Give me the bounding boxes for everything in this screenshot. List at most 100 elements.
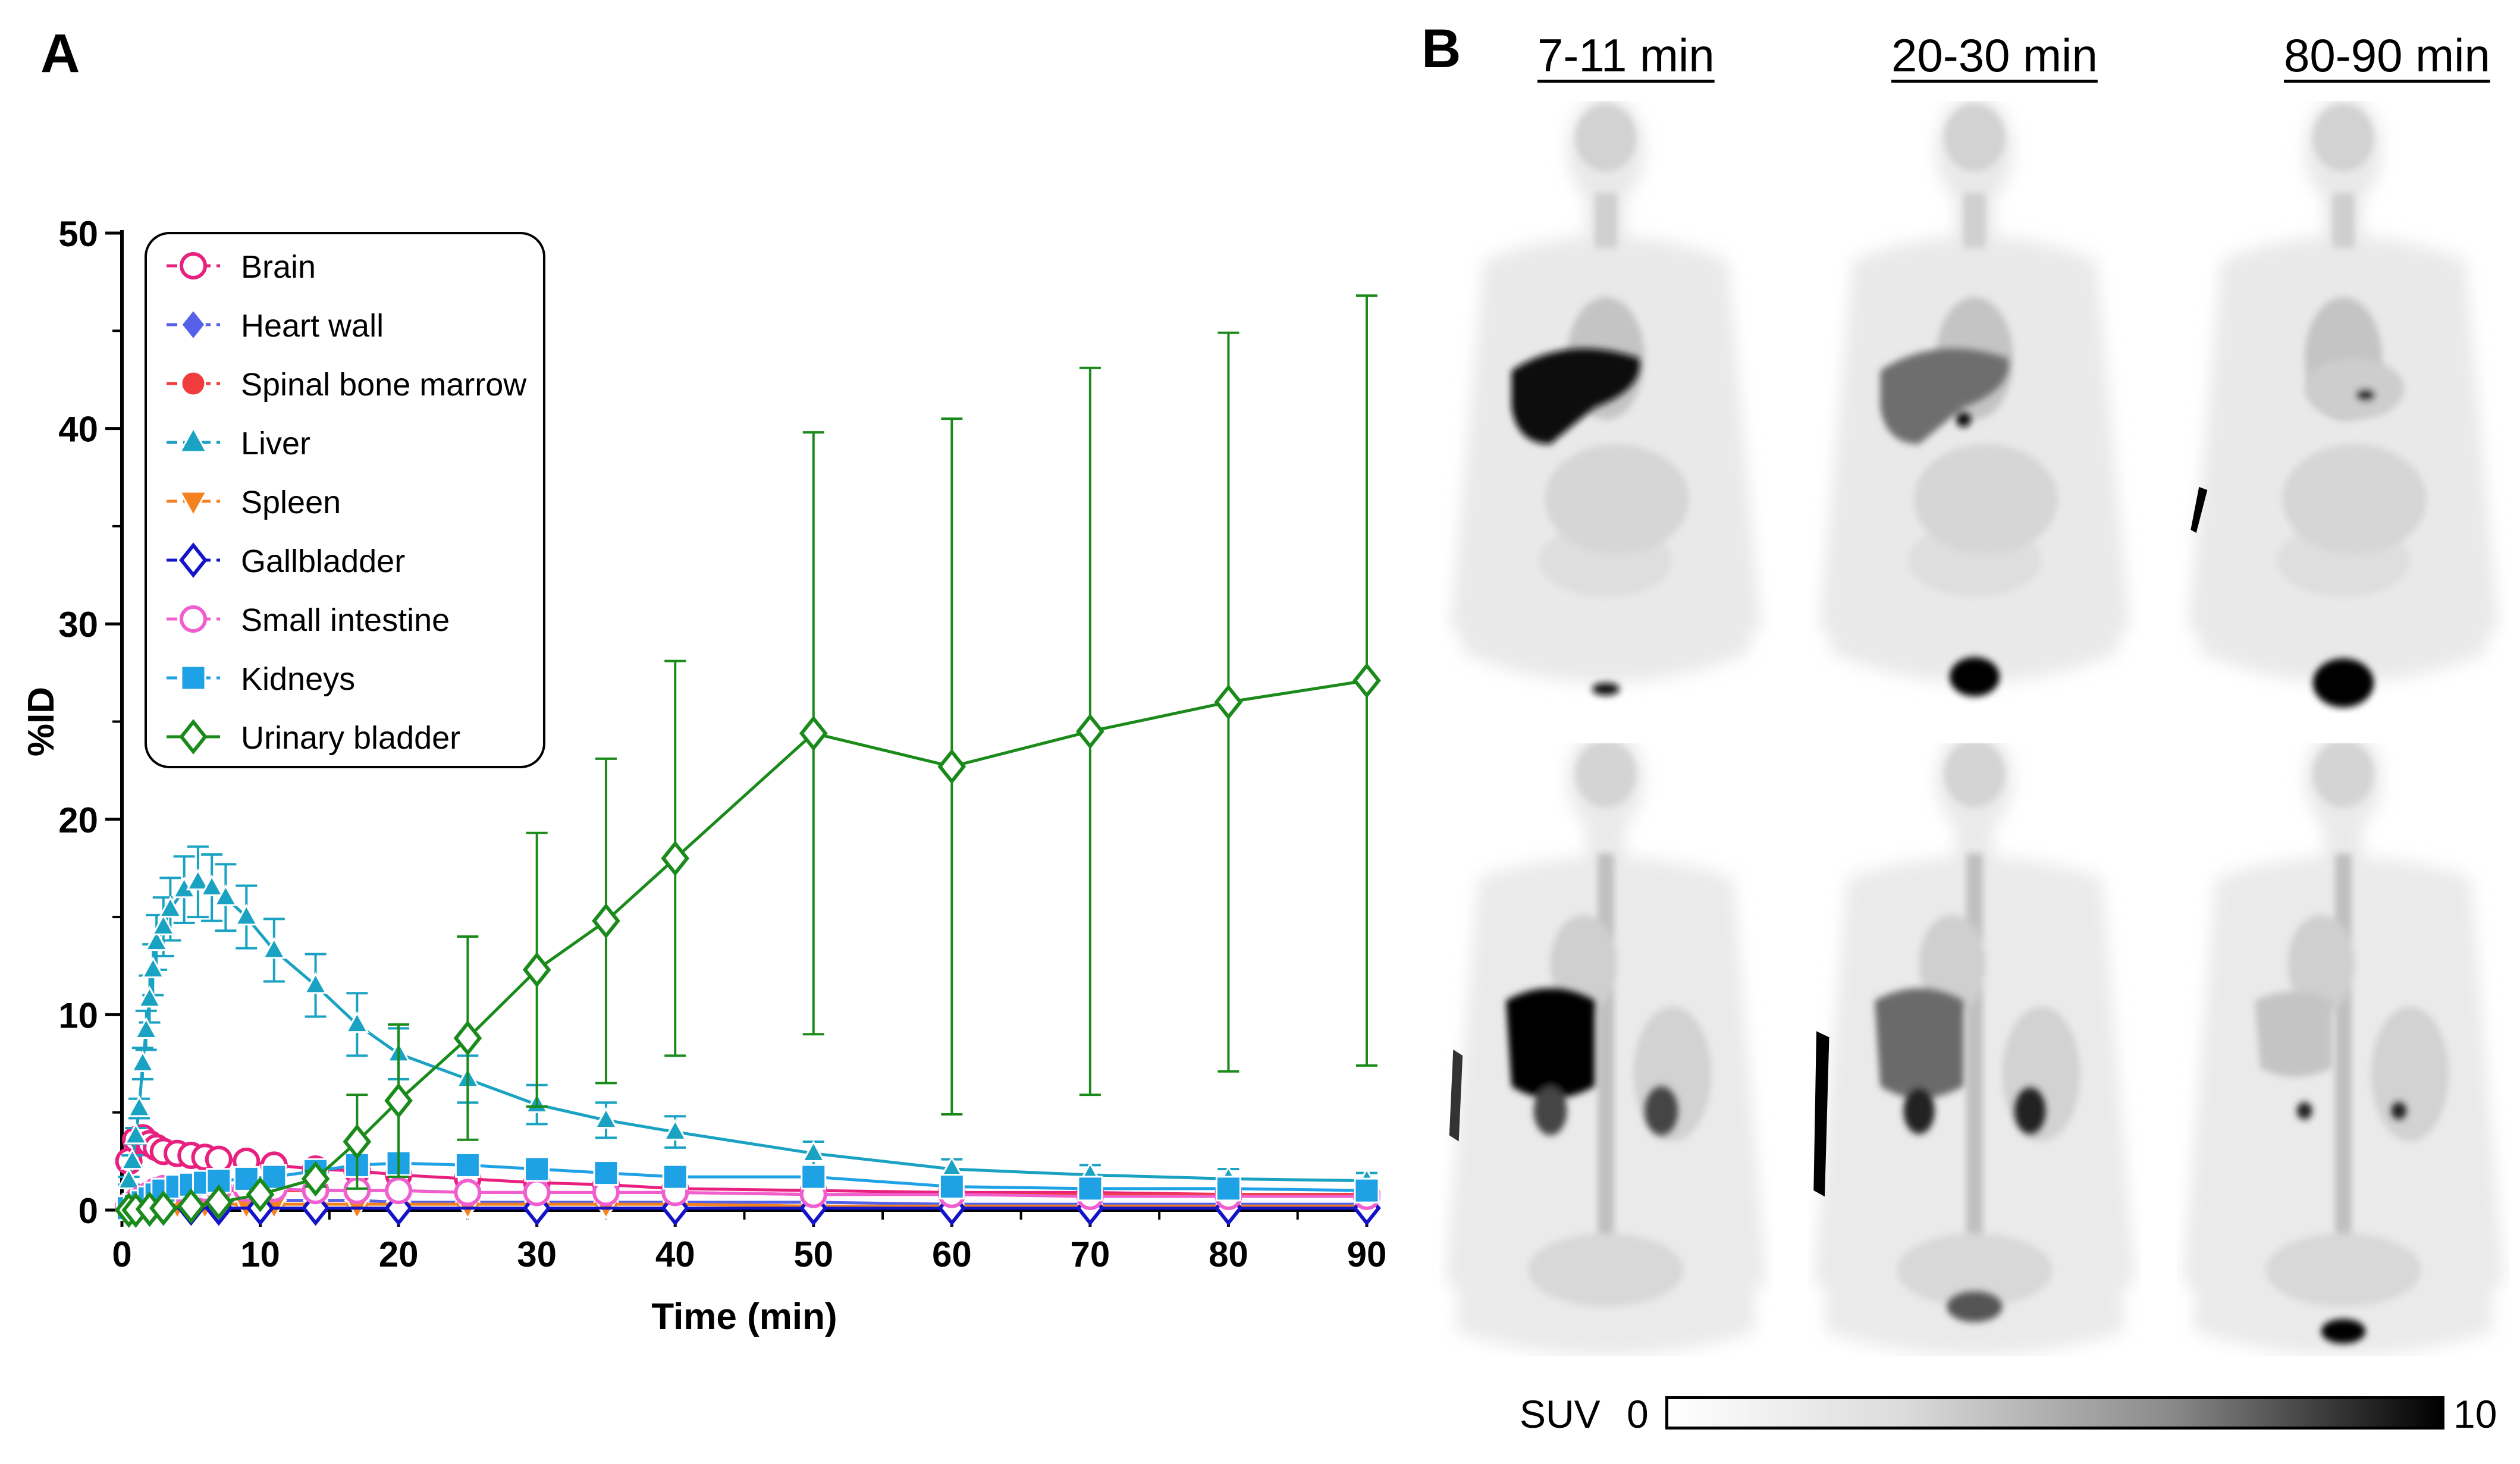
series-liver	[117, 845, 1379, 1190]
data-point	[1077, 1176, 1103, 1202]
legend-item: Brain	[167, 249, 316, 285]
legend-swatch-marker	[180, 308, 206, 341]
timepoint-label-2: 20-30 min	[1891, 29, 2098, 81]
data-point	[661, 840, 690, 876]
x-tick-label: 0	[112, 1234, 131, 1274]
data-point	[120, 1148, 145, 1170]
legend-label: Spinal bone marrow	[241, 367, 527, 403]
timepoint-label-3: 80-90 min	[2284, 29, 2490, 81]
data-point	[594, 1107, 619, 1129]
legend-box	[145, 232, 545, 768]
data-point	[127, 1095, 152, 1117]
data-point	[117, 1167, 141, 1190]
data-point	[1354, 1177, 1380, 1204]
data-point	[177, 1188, 206, 1224]
legend-item: Small intestine	[167, 602, 450, 638]
colorbar-label: SUV	[1520, 1392, 1601, 1436]
data-point	[158, 896, 183, 918]
legend-item: Spleen	[167, 485, 341, 520]
panel-a-label: A	[40, 23, 80, 84]
pet-scan-back-7-11	[1439, 743, 1772, 1356]
legend-swatch-marker	[180, 605, 207, 633]
x-tick-label: 20	[379, 1234, 419, 1274]
legend-swatch-marker	[180, 252, 207, 279]
x-tick-label: 40	[655, 1234, 695, 1274]
legend-swatch-marker	[178, 426, 208, 453]
data-point	[149, 1190, 178, 1226]
chart-legend: Brain Heart wall Spinal bone marrow Liver Sp…	[145, 232, 545, 768]
data-point	[134, 1017, 158, 1039]
chart-series	[114, 294, 1382, 1228]
data-point	[145, 929, 169, 951]
data-point	[593, 1160, 619, 1186]
pet-scan-front-20-30	[1808, 101, 2141, 714]
data-point	[151, 913, 175, 935]
data-point	[141, 956, 165, 979]
data-point	[524, 1156, 550, 1182]
legend-label: Heart wall	[241, 308, 384, 344]
data-point	[801, 1164, 827, 1190]
legend-label: Brain	[241, 249, 316, 285]
data-point	[454, 1179, 482, 1207]
uptake-chart: 0 10 20 30 40 50 0 10 20 30 40 50 60 70 80 90 Time (min)…	[21, 214, 1386, 1337]
y-tick-label: 10	[58, 995, 98, 1035]
data-point	[937, 749, 966, 784]
data-point	[137, 985, 162, 1008]
legend-swatch-marker	[178, 491, 208, 518]
panel-b-label: B	[1421, 18, 1461, 79]
data-point	[522, 952, 551, 988]
y-tick-label: 30	[58, 605, 98, 645]
x-tick-label: 80	[1209, 1234, 1248, 1274]
legend-label: Urinary bladder	[241, 720, 460, 756]
data-point	[345, 1011, 369, 1033]
data-point	[130, 1050, 155, 1072]
x-tick-label: 30	[517, 1234, 557, 1274]
legend-label: Gallbladder	[241, 543, 405, 579]
y-tick-label: 0	[79, 1191, 98, 1231]
data-point	[200, 874, 224, 897]
legend-label: Spleen	[241, 485, 341, 520]
legend-item: Gallbladder	[167, 542, 405, 579]
x-tick-label: 50	[793, 1234, 833, 1274]
pet-scan-back-20-30	[1808, 743, 2141, 1356]
data-point	[939, 1174, 965, 1200]
suv-colorbar	[1665, 1396, 2444, 1430]
legend-item: Liver	[167, 426, 310, 461]
pet-scan-front-80-90	[2177, 101, 2510, 714]
data-point	[301, 1161, 330, 1197]
pet-scan-back-80-90	[2177, 743, 2510, 1356]
x-tick-label: 60	[932, 1234, 972, 1274]
legend-swatch-marker	[180, 370, 206, 397]
data-point	[124, 1122, 148, 1145]
colorbar-max: 10	[2453, 1392, 2497, 1436]
legend-item: Kidneys	[167, 661, 355, 697]
legend-swatch-marker	[179, 719, 208, 755]
data-point	[1352, 662, 1381, 699]
data-point	[343, 1124, 372, 1160]
data-point	[303, 972, 328, 994]
data-point	[186, 868, 211, 891]
legend-label: Small intestine	[241, 602, 450, 638]
data-point	[801, 1140, 826, 1163]
x-tick-label: 70	[1071, 1234, 1110, 1274]
legend-swatch-marker	[180, 665, 206, 691]
data-point	[663, 1119, 688, 1141]
data-point	[262, 937, 286, 959]
y-tick-label: 40	[58, 410, 98, 450]
data-point	[453, 1020, 482, 1056]
data-point	[454, 1152, 481, 1178]
data-point	[799, 715, 828, 752]
y-axis-title: %ID	[21, 687, 62, 756]
pet-scan-front-7-11	[1439, 101, 1772, 714]
data-point	[204, 1185, 233, 1220]
data-point	[385, 1177, 413, 1205]
chart-axes: 0 10 20 30 40 50 0 10 20 30 40 50 60 70 80 90 Time (min)…	[21, 214, 1386, 1337]
data-point	[384, 1083, 413, 1119]
x-tick-label: 90	[1347, 1234, 1387, 1274]
legend-item: Urinary bladder	[167, 719, 460, 756]
data-point	[523, 1179, 551, 1207]
legend-label: Liver	[241, 426, 310, 461]
x-tick-label: 10	[240, 1234, 280, 1274]
timepoint-label-1: 7-11 min	[1537, 29, 1715, 81]
y-tick-label: 50	[58, 214, 98, 254]
